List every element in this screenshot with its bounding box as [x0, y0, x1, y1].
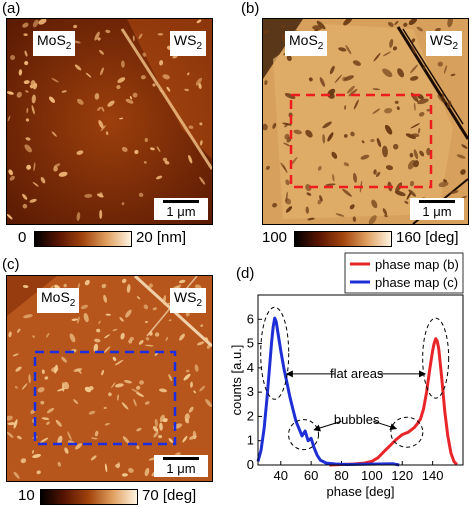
- bubble-circle-right: [390, 416, 424, 448]
- y-tick-label: 2: [247, 408, 254, 423]
- panel-label-b: (b): [241, 0, 260, 17]
- flat-area-circle-right: [422, 317, 450, 399]
- y-tick-label: 4: [247, 360, 254, 375]
- chart-legend: phase map (b) phase map (c): [344, 252, 464, 294]
- colorbar-a: [34, 231, 132, 247]
- plot-frame: [257, 294, 464, 466]
- mos2-label-c: MoS2: [37, 288, 80, 313]
- y-tick-label: 6: [247, 311, 254, 326]
- x-tick-label: 140: [422, 468, 444, 483]
- blue-dashed-region: [33, 350, 177, 446]
- x-tick-label: 40: [274, 468, 288, 483]
- y-tick-label: 0: [247, 457, 254, 472]
- cbar-max-b: 160 [deg]: [396, 229, 459, 246]
- series-line-phase-b: [329, 337, 458, 467]
- legend-label-c: phase map (c): [375, 275, 458, 290]
- ws2-label-b: WS2: [425, 31, 462, 56]
- legend-label-b: phase map (b): [375, 257, 459, 272]
- y-tick-label: 1: [247, 433, 254, 448]
- scale-bar-c: 1 μm: [154, 455, 208, 477]
- cbar-min-a: 0: [18, 229, 27, 246]
- x-tick-label: 80: [334, 468, 348, 483]
- red-dashed-region: [289, 93, 433, 189]
- panel-label-d: (d): [236, 265, 254, 282]
- mos2-label-b: MoS2: [285, 31, 328, 56]
- colorbar-b: [294, 231, 392, 247]
- x-tick-label: 120: [391, 468, 413, 483]
- y-tick-label: 5: [247, 336, 254, 351]
- afm-image-a: MoS2 WS2 1 μm: [6, 18, 213, 225]
- phase-histogram-chart: (d) counts [a.u.] phase [deg] 40 60 80 100 1…: [230, 252, 464, 499]
- scale-bar-a: 1 μm: [154, 198, 208, 220]
- y-axis-label: counts [a.u.]: [230, 345, 244, 416]
- cbar-max-c: 70 [deg]: [142, 487, 197, 504]
- annotation-flat-areas: flat areas: [330, 366, 384, 381]
- flat-area-circle-left: [260, 306, 290, 400]
- annotation-bubbles: bubbles: [334, 412, 380, 427]
- series-line-phase-c: [256, 316, 400, 467]
- ws2-label-c: WS2: [169, 288, 206, 313]
- afm-image-b: MoS2 WS2 1 μm: [262, 18, 469, 225]
- mos2-label-a: MoS2: [33, 31, 76, 56]
- x-tick-label: 100: [361, 468, 383, 483]
- y-tick-label: 3: [247, 384, 254, 399]
- panel-label-a: (a): [2, 0, 21, 17]
- bubble-circle-left: [288, 419, 320, 451]
- cbar-max-a: 20 [nm]: [136, 229, 187, 246]
- arrow-bubble-left: [313, 420, 342, 432]
- colorbar-c: [40, 489, 138, 505]
- panel-label-c: (c): [2, 256, 20, 273]
- afm-texture-c: [7, 276, 212, 481]
- x-tick-label: 60: [304, 468, 318, 483]
- x-axis-label: phase [deg]: [327, 484, 395, 499]
- cbar-min-b: 100: [262, 229, 288, 246]
- arrow-bubble-right: [373, 420, 398, 431]
- cbar-min-c: 10: [18, 487, 35, 504]
- scale-bar-b: 1 μm: [410, 198, 464, 220]
- ws2-label-a: WS2: [169, 31, 206, 56]
- afm-image-c: MoS2 WS2 1 μm: [6, 275, 213, 482]
